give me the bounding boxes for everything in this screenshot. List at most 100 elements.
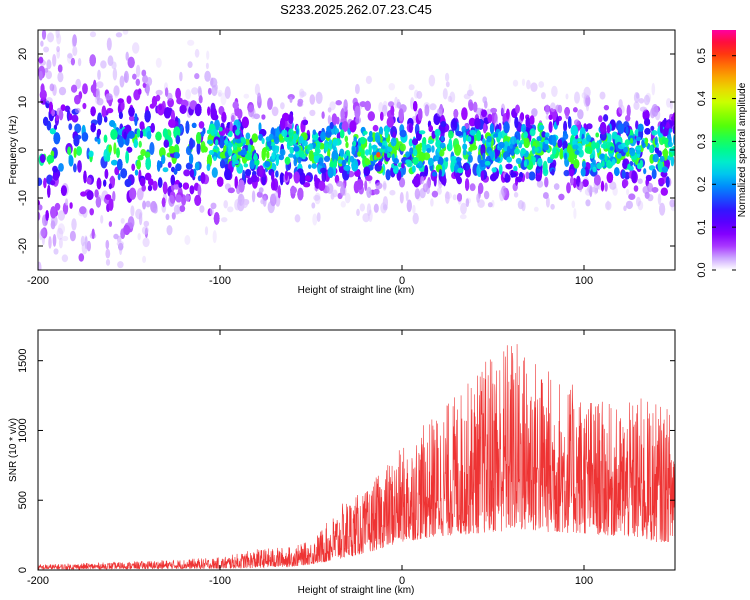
- spectrogram-cell: [373, 203, 379, 213]
- spectrogram-cell: [418, 160, 423, 167]
- spectrogram-cell: [107, 55, 114, 66]
- spectrogram-cell: [106, 153, 111, 162]
- spectrogram-cell: [294, 214, 301, 223]
- spectrogram-cell: [375, 182, 383, 190]
- spectrogram-cell: [586, 103, 589, 112]
- spectrogram-cell: [217, 89, 223, 97]
- spectrogram-cell: [89, 208, 94, 216]
- spectrogram-cell: [591, 186, 596, 193]
- spectrogram-cell: [406, 199, 412, 213]
- spectrogram-cell: [218, 126, 223, 132]
- spectrogram-cell: [645, 92, 652, 103]
- spectrogram-cell: [151, 96, 158, 107]
- spectrogram-cell: [491, 111, 498, 124]
- spectrogram-cell: [328, 139, 333, 145]
- spectrogram-cell: [145, 200, 151, 208]
- spectrogram-cell: [168, 146, 176, 154]
- spectrogram-cell: [90, 84, 96, 94]
- spectrogram-cell: [170, 174, 175, 186]
- spectrogram-cell: [493, 133, 499, 138]
- spectrogram-cell: [105, 259, 111, 266]
- spectrogram-cell: [58, 86, 67, 96]
- spectrogram-cell: [314, 192, 321, 205]
- spectrogram-cell: [213, 145, 218, 150]
- spectrogram-cell: [156, 160, 161, 172]
- spectrogram-cell: [251, 133, 258, 143]
- spectrogram-cell: [329, 122, 334, 129]
- spectrogram-cell: [224, 86, 231, 99]
- spectrogram-cell: [210, 202, 217, 209]
- spectrogram-cell: [380, 202, 387, 214]
- spectrogram-cell: [431, 145, 435, 153]
- spectrogram-cell: [531, 108, 538, 117]
- spectrogram-cell: [506, 156, 512, 163]
- spectrogram-cell: [52, 172, 59, 181]
- spectrogram-cell: [617, 123, 625, 134]
- spectrogram-cell: [159, 147, 166, 158]
- spectrogram-cell: [385, 169, 391, 181]
- spectrogram-cell: [572, 177, 577, 189]
- spectrogram-cell: [449, 91, 456, 103]
- spectrogram-cell: [262, 193, 269, 201]
- spectrogram-cell: [381, 163, 386, 176]
- spectrogram-cell: [576, 138, 583, 142]
- spectrogram-cell: [422, 183, 428, 193]
- spectrogram-cell: [550, 154, 555, 160]
- spectrogram-cell: [477, 199, 485, 208]
- spectrogram-cell: [62, 202, 69, 215]
- spectrogram-cell: [237, 199, 245, 212]
- spectrogram-cell: [131, 163, 136, 171]
- spectrogram-cell: [76, 146, 82, 156]
- spectrogram-cell: [204, 226, 209, 236]
- spectrogram-cell: [101, 105, 107, 118]
- spectrogram-cell: [466, 89, 474, 97]
- spectrogram-cell: [299, 88, 305, 99]
- snr-y-label: SNR (10 * v/v): [8, 418, 19, 482]
- spectrogram-cell: [288, 153, 294, 158]
- spectrogram-cell: [130, 205, 135, 217]
- spectrogram-cell: [116, 235, 122, 243]
- snr-x-label: Height of straight line (km): [298, 585, 415, 596]
- spectrogram-cell: [535, 174, 542, 182]
- spectrogram-cell: [57, 210, 65, 221]
- spectrogram-cell: [589, 186, 593, 198]
- spectrogram-cell: [280, 117, 286, 131]
- spectrogram-cell: [584, 188, 592, 196]
- snr-xtick-label-2: 0: [399, 575, 405, 587]
- spectrogram-cell: [669, 199, 675, 208]
- spectrogram-cell: [38, 211, 41, 221]
- spectrogram-cell: [583, 94, 590, 108]
- spectrogram-cell: [416, 90, 423, 99]
- spectrogram-cell: [521, 78, 526, 87]
- spectrogram-cell: [40, 83, 45, 95]
- spectrogram-cell: [294, 214, 301, 223]
- spectrogram-cell: [50, 220, 56, 230]
- spectrogram-cell: [635, 146, 642, 151]
- spectrogram-cell: [431, 190, 438, 198]
- spectrogram-cell: [589, 153, 594, 159]
- spectrogram-cell: [247, 104, 255, 118]
- spectrogram-cell: [271, 106, 279, 117]
- spectrogram-cell: [397, 99, 400, 108]
- spectrogram-cell: [315, 91, 323, 104]
- spectrogram-cell: [491, 167, 497, 173]
- spectrogram-cell: [103, 179, 107, 187]
- spectrogram-cell: [553, 183, 560, 190]
- spectrogram-cell: [639, 106, 648, 112]
- spectrogram-cell: [72, 45, 78, 57]
- spectrogram-cell: [604, 182, 608, 192]
- spectrogram-cell: [70, 57, 75, 66]
- spectrogram-cell: [171, 212, 176, 220]
- spectrogram-cell: [414, 188, 421, 200]
- spectrogram-cell: [585, 199, 591, 207]
- spectrogram-cell: [100, 214, 104, 224]
- spectrogram-cell: [426, 180, 431, 190]
- spectrogram-cell: [71, 108, 79, 115]
- spectrogram-cell: [532, 156, 536, 166]
- spectrogram-cell: [315, 91, 323, 104]
- spectrogram-cell: [586, 103, 589, 112]
- spectrogram-cell: [642, 186, 650, 194]
- spectrogram-cell: [557, 104, 563, 114]
- spectrogram-cell: [118, 242, 124, 251]
- spectrogram-cell: [436, 108, 443, 117]
